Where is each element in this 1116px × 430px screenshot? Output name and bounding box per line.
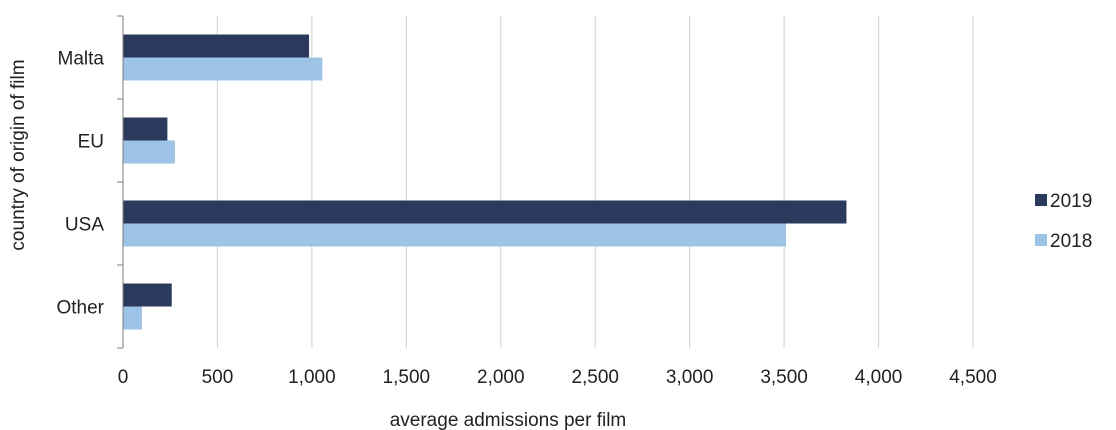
x-tick-label: 2,000 <box>477 367 525 388</box>
y-tick-label: Other <box>56 298 104 319</box>
bar-other-2019 <box>123 283 172 307</box>
x-tick-label: 4,000 <box>855 367 903 388</box>
x-tick-label: 3,000 <box>666 367 714 388</box>
tick-labels: 0 500 1,000 1,500 2,000 2,500 3,000 3,500 4,000 4… <box>56 49 996 389</box>
bars <box>123 34 847 330</box>
y-tick-label: EU <box>78 132 104 153</box>
bar-malta-2019 <box>123 34 310 58</box>
x-tick-label: 500 <box>202 367 234 388</box>
x-tick-label: 1,500 <box>383 367 431 388</box>
x-tick-label: 3,500 <box>760 367 808 388</box>
bar-malta-2018 <box>123 57 323 81</box>
legend-label-2018: 2018 <box>1050 231 1092 252</box>
legend-swatch-2019 <box>1035 194 1047 206</box>
bar-eu-2019 <box>123 117 168 141</box>
bar-other-2018 <box>123 306 142 330</box>
x-tick-label: 1,000 <box>288 367 336 388</box>
legend: 2019 2018 <box>1035 191 1092 252</box>
x-tick-label: 0 <box>118 367 129 388</box>
y-tick-label: USA <box>65 215 104 236</box>
bar-usa-2018 <box>123 223 786 247</box>
bar-usa-2019 <box>123 200 847 224</box>
gridlines <box>216 16 974 348</box>
y-axis-title: country of origin of film <box>8 59 29 250</box>
x-tick-label: 2,500 <box>571 367 619 388</box>
legend-swatch-2018 <box>1035 234 1047 246</box>
bar-eu-2018 <box>123 140 175 164</box>
legend-label-2019: 2019 <box>1050 191 1092 212</box>
y-tick-label: Malta <box>58 49 105 70</box>
x-axis-title: average admissions per film <box>390 410 627 430</box>
axes <box>117 15 124 349</box>
x-tick-label: 4,500 <box>949 367 997 388</box>
